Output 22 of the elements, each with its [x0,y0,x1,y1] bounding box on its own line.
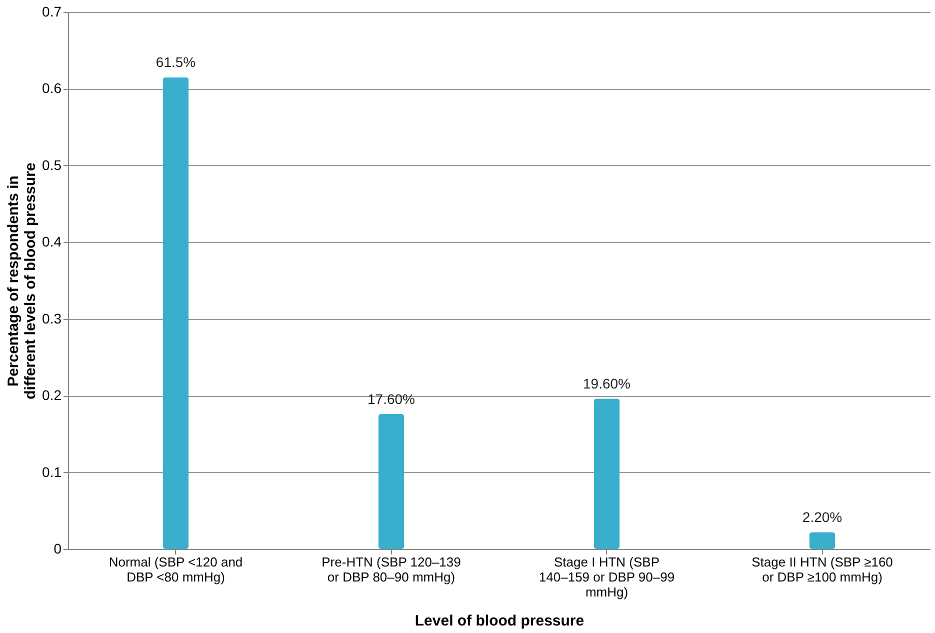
data-label: 2.20% [802,509,842,526]
y-tick-label: 0 [54,540,62,556]
bar [809,532,836,549]
y-axis-title: Percentage of respondents in different levels of blood pressure [5,162,40,400]
y-tick-label: 0.3 [42,310,62,326]
x-axis-title: Level of blood pressure [414,612,584,630]
y-tick-label: 0.1 [42,464,62,480]
bar [594,398,620,549]
x-tick-label: Normal (SBP <120 and DBP <80 mmHg) [108,554,243,584]
y-tick-label: 0.4 [42,234,62,250]
x-tick-label: Pre-HTN (SBP 120–139 or DBP 80–90 mmHg) [322,554,461,584]
data-label: 17.60% [368,390,415,407]
y-tick-label: 0.6 [42,80,62,96]
bar [378,414,404,549]
x-tick-label: Stage I HTN (SBP 140–159 or DBP 90–99 mmHg) [538,554,675,600]
x-tick-label: Stage II HTN (SBP ≥160 or DBP ≥100 mmHg) [752,554,893,584]
y-tick-label: 0.2 [42,387,62,404]
y-tick-label: 0.5 [42,156,62,173]
y-tick-label: 0.7 [42,4,62,20]
data-label: 61.5% [156,54,196,70]
data-label: 19.60% [583,376,630,392]
bar [162,77,189,549]
